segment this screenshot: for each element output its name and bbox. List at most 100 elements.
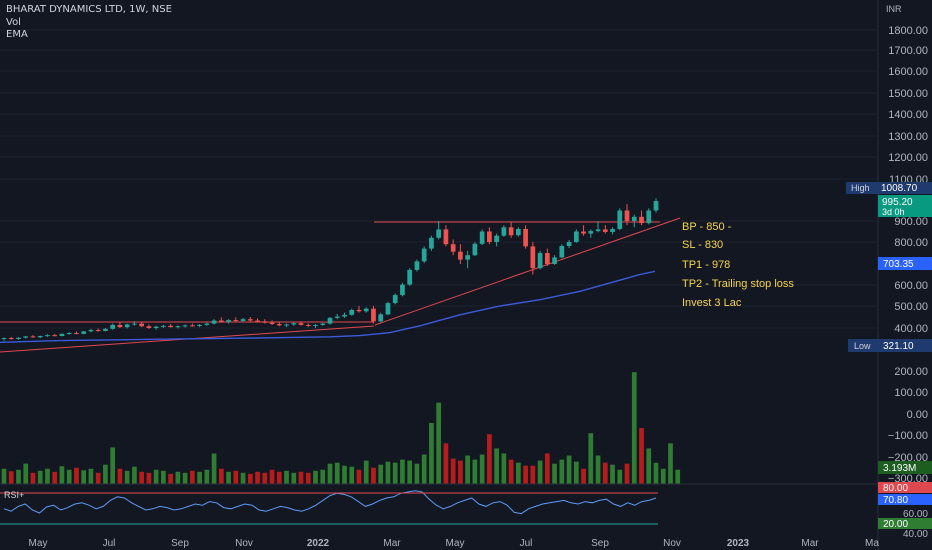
candle-body: [305, 324, 311, 326]
volume-bar: [363, 460, 369, 484]
volume-bar: [544, 453, 550, 484]
candle-body: [544, 253, 550, 264]
candle-body: [269, 322, 275, 325]
volume-bar: [320, 469, 326, 484]
candle-body: [8, 338, 14, 340]
volume-bar: [414, 463, 420, 484]
annotation-bp: BP - 850 -: [682, 221, 732, 233]
volume-bar: [588, 433, 594, 484]
volume-bar: [59, 466, 65, 484]
candle-body: [291, 323, 297, 325]
volume-bar: [139, 471, 144, 484]
candle-body: [378, 314, 384, 322]
candle-body: [349, 309, 355, 315]
volume-bar: [530, 465, 536, 484]
price-tick-label: 1300.00: [888, 131, 928, 143]
candle-body: [573, 231, 579, 242]
high-badge-bg: [878, 182, 932, 194]
time-tick-label: Mar: [383, 538, 401, 549]
volume-bar: [132, 466, 137, 484]
candle-body: [88, 330, 94, 332]
price-tick-label: 800.00: [894, 237, 928, 249]
candle-body: [458, 251, 463, 260]
volume-bar: [516, 462, 521, 484]
annotation-invest: Invest 3 Lac: [682, 297, 742, 309]
low-badge-label-bg: [848, 339, 878, 352]
volume-bar: [161, 470, 166, 484]
price-tick-label: 600.00: [894, 280, 928, 292]
price-axis: 1800.00 1700.00 1600.00 1500.00 1400.00 1300.…: [888, 25, 928, 335]
volume-bar: [617, 469, 623, 484]
price-tick-label: 1200.00: [888, 152, 928, 164]
low-badge-value: 321.10: [883, 341, 914, 352]
volume-bar: [392, 462, 398, 484]
candle-body: [559, 245, 565, 258]
time-tick-label: Nov: [663, 538, 681, 549]
volume-tick-label: 200.00: [894, 366, 928, 378]
volume-bar: [523, 465, 528, 484]
symbol-title: BHARAT DYNAMICS LTD, 1W, NSE: [6, 4, 172, 15]
volume-bar: [117, 468, 123, 484]
rsi-upper-badge-bg: [878, 482, 932, 493]
candle-body: [566, 242, 572, 246]
candle-body: [103, 328, 108, 331]
volume-bar: [429, 423, 434, 484]
volume-tick-label: 100.00: [894, 387, 928, 399]
rsi-label: RSI+: [4, 490, 24, 500]
volume-bar: [23, 463, 29, 484]
rsi-lower-badge: 20.00: [883, 519, 908, 530]
price-badge-bg: [878, 195, 932, 217]
volume-bar: [581, 468, 586, 484]
time-tick-label: 2023: [727, 538, 750, 549]
candle-body: [472, 243, 478, 256]
volume-badge-value: 3.193M: [883, 463, 916, 474]
volume-bar: [595, 455, 601, 484]
ascending-trendline: [374, 217, 681, 326]
volume-bar: [110, 447, 116, 484]
volume-bar: [168, 473, 173, 484]
time-tick-label: Sep: [591, 538, 609, 549]
candle-body: [197, 324, 202, 326]
candle-body: [37, 335, 43, 338]
volume-bar: [291, 472, 297, 484]
price-tick-label: 900.00: [894, 216, 928, 228]
volume-bar: [95, 472, 101, 484]
rsi-value-badge: 70.80: [883, 495, 908, 506]
candle-body: [16, 337, 21, 339]
time-tick-label: Nov: [235, 538, 253, 549]
volume-bar: [349, 466, 355, 484]
volume-bar: [284, 470, 289, 484]
candle-body: [646, 210, 652, 224]
candle-body: [247, 319, 253, 321]
candle-body: [436, 229, 442, 238]
annotation-tp1: TP1 - 978: [682, 259, 730, 271]
candle-body: [501, 227, 507, 236]
volume-bar: [479, 454, 485, 484]
volume-bar: [450, 458, 456, 484]
volume-bar: [552, 463, 557, 484]
candle-body: [653, 201, 659, 211]
volume-bar: [610, 464, 615, 484]
candle-body: [23, 336, 29, 338]
volume-bar: [204, 469, 210, 484]
volume-bar: [472, 459, 478, 484]
vol-legend: Vol: [6, 17, 21, 28]
price-badge-countdown: 3d 0h: [882, 207, 905, 217]
candle-body: [363, 308, 369, 312]
volume-bar: [16, 469, 21, 484]
candle-body: [450, 244, 456, 252]
time-tick-label: Sep: [171, 538, 189, 549]
rsi-tick-label: 40.00: [903, 529, 928, 540]
candle-body: [595, 229, 601, 232]
volume-bar: [624, 463, 630, 484]
time-tick-label: Jul: [103, 538, 116, 549]
volume-bar: [88, 468, 94, 484]
volume-bar: [175, 471, 181, 484]
volume-bar: [247, 473, 253, 484]
candle-body: [320, 323, 326, 325]
rsi-value-badge-bg: [878, 494, 932, 505]
volume-bar: [146, 472, 152, 484]
volume-bar: [190, 470, 195, 484]
candle-body: [161, 325, 166, 327]
